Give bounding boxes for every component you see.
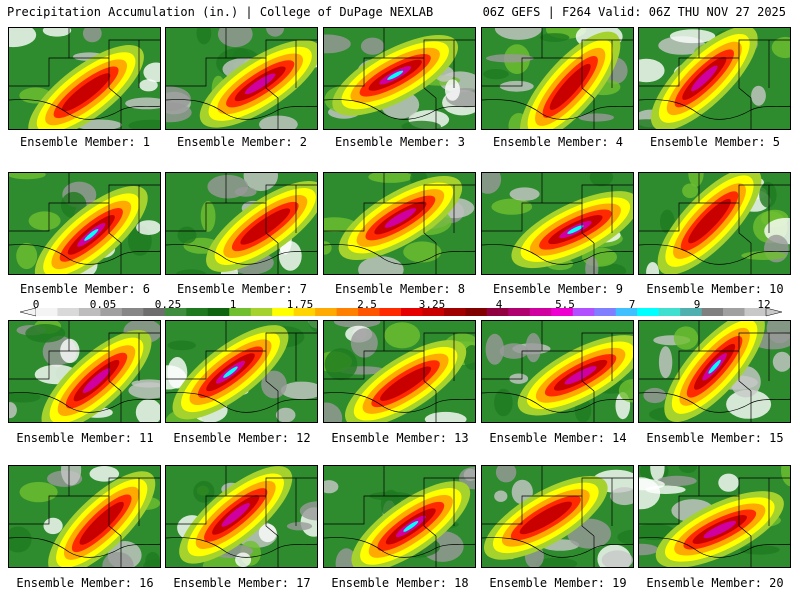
colorbar-swatch <box>572 308 595 316</box>
member-caption: Ensemble Member: 5 <box>649 135 781 149</box>
ensemble-map-member-3 <box>323 27 476 130</box>
member-caption: Ensemble Member: 1 <box>19 135 151 149</box>
colorbar-swatch <box>744 308 767 316</box>
colorbar-swatch <box>315 308 337 316</box>
member-caption: Ensemble Member: 7 <box>176 282 308 296</box>
colorbar-swatch <box>186 308 209 316</box>
member-caption: Ensemble Member: 20 <box>646 576 784 590</box>
colorbar-swatch <box>723 308 745 316</box>
colorbar-tick-label: 9 <box>693 298 701 311</box>
colorbar-tick-label: 12 <box>757 298 771 311</box>
member-caption: Ensemble Member: 18 <box>331 576 469 590</box>
colorbar-swatch <box>401 308 423 316</box>
ensemble-map-member-14 <box>481 320 634 423</box>
member-caption: Ensemble Member: 3 <box>334 135 466 149</box>
colorbar-swatch <box>379 308 402 316</box>
ensemble-map-member-2 <box>165 27 318 130</box>
colorbar-swatch <box>229 308 252 316</box>
ensemble-map-member-13 <box>323 320 476 423</box>
colorbar-tick-label: 3.25 <box>418 298 446 311</box>
member-caption: Ensemble Member: 14 <box>489 431 627 445</box>
member-caption: Ensemble Member: 9 <box>492 282 624 296</box>
colorbar-swatch <box>594 308 617 316</box>
precip-colorbar <box>19 307 783 317</box>
ensemble-map-member-12 <box>165 320 318 423</box>
colorbar-swatch <box>207 308 230 316</box>
colorbar-tick-label: 5.5 <box>555 298 575 311</box>
colorbar-tick-label: 0.25 <box>154 298 182 311</box>
colorbar-swatch <box>529 308 552 316</box>
colorbar-tick-label: 1.75 <box>286 298 314 311</box>
colorbar-arrow-right <box>765 307 783 317</box>
member-caption: Ensemble Member: 4 <box>492 135 624 149</box>
colorbar-swatch <box>293 308 316 316</box>
member-caption: Ensemble Member: 11 <box>16 431 154 445</box>
colorbar-swatch <box>250 308 273 316</box>
colorbar-swatch <box>465 308 488 316</box>
colorbar-swatch <box>658 308 681 316</box>
colorbar-swatch <box>443 308 466 316</box>
member-caption: Ensemble Member: 19 <box>489 576 627 590</box>
map-title: Precipitation Accumulation (in.) | Colle… <box>7 5 434 19</box>
colorbar-swatch <box>164 308 187 316</box>
colorbar-swatch <box>36 308 58 316</box>
ensemble-map-member-5 <box>638 27 791 130</box>
colorbar-tick-label: 1 <box>229 298 237 311</box>
ensemble-map-member-9 <box>481 172 634 275</box>
member-caption: Ensemble Member: 8 <box>334 282 466 296</box>
colorbar-swatch <box>143 308 166 316</box>
colorbar-tick-label: 0.05 <box>89 298 117 311</box>
colorbar-swatch <box>100 308 123 316</box>
ensemble-map-member-15 <box>638 320 791 423</box>
colorbar-swatch <box>508 308 531 316</box>
colorbar-tick-label: 0 <box>32 298 40 311</box>
colorbar-swatch <box>272 308 294 316</box>
member-caption: Ensemble Member: 15 <box>646 431 784 445</box>
member-caption: Ensemble Member: 6 <box>19 282 151 296</box>
ensemble-map-member-4 <box>481 27 634 130</box>
colorbar-tick-label: 7 <box>628 298 636 311</box>
colorbar-swatch <box>78 308 101 316</box>
colorbar-swatch <box>486 308 509 316</box>
ensemble-map-member-20 <box>638 465 791 568</box>
colorbar-swatch <box>615 308 638 316</box>
member-caption: Ensemble Member: 10 <box>646 282 784 296</box>
ensemble-map-member-16 <box>8 465 161 568</box>
colorbar-swatch <box>121 308 144 316</box>
ensemble-map-member-18 <box>323 465 476 568</box>
colorbar-swatch <box>422 308 445 316</box>
colorbar-tick-label: 2.5 <box>357 298 377 311</box>
member-caption: Ensemble Member: 2 <box>176 135 308 149</box>
ensemble-map-member-19 <box>481 465 634 568</box>
colorbar-swatch <box>680 308 702 316</box>
member-caption: Ensemble Member: 17 <box>173 576 311 590</box>
ensemble-map-member-8 <box>323 172 476 275</box>
model-run-info: 06Z GEFS | F264 Valid: 06Z THU NOV 27 20… <box>482 5 786 19</box>
member-caption: Ensemble Member: 13 <box>331 431 469 445</box>
ensemble-map-member-17 <box>165 465 318 568</box>
ensemble-map-member-6 <box>8 172 161 275</box>
ensemble-map-member-7 <box>165 172 318 275</box>
member-caption: Ensemble Member: 12 <box>173 431 311 445</box>
ensemble-map-member-1 <box>8 27 161 130</box>
ensemble-map-member-11 <box>8 320 161 423</box>
colorbar-swatch <box>57 308 80 316</box>
colorbar-swatch <box>358 308 380 316</box>
colorbar-tick-label: 4 <box>495 298 503 311</box>
colorbar-swatch <box>637 308 659 316</box>
ensemble-map-member-10 <box>638 172 791 275</box>
colorbar-swatch <box>701 308 724 316</box>
colorbar-swatch <box>336 308 359 316</box>
colorbar-swatch <box>551 308 574 316</box>
member-caption: Ensemble Member: 16 <box>16 576 154 590</box>
